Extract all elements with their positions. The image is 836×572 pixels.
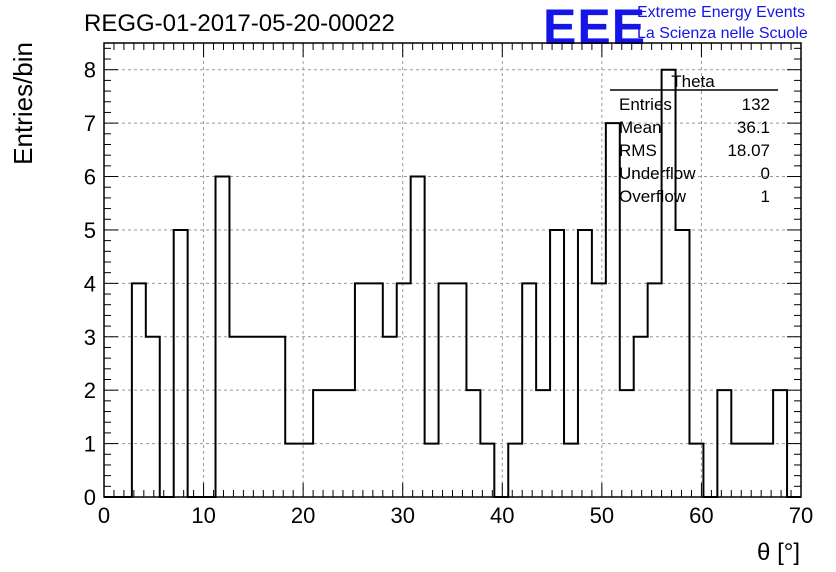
y-tick-label: 5 bbox=[84, 218, 96, 243]
stats-row-value: 36.1 bbox=[737, 118, 770, 137]
stats-row-value: 0 bbox=[761, 164, 770, 183]
x-tick-label: 0 bbox=[98, 503, 110, 528]
stats-row-label: Mean bbox=[619, 118, 662, 137]
y-tick-labels: 0 1 2 3 4 5 6 7 8 bbox=[84, 58, 96, 510]
y-axis-label: Entries/bin bbox=[8, 42, 38, 165]
stats-box: Theta Entries 132 Mean 36.1 RMS 18.07 Underflo… bbox=[610, 72, 778, 206]
x-tick-label: 20 bbox=[291, 503, 315, 528]
histogram-outline bbox=[104, 68, 801, 498]
y-tick-label: 8 bbox=[84, 58, 96, 83]
logo-caption-line2: La Scienza nelle Scuole bbox=[637, 25, 808, 42]
x-tick-label: 60 bbox=[689, 503, 713, 528]
stats-row-value: 18.07 bbox=[727, 141, 770, 160]
stats-box-name: Theta bbox=[671, 72, 715, 91]
histogram-title: REGG-01-2017-05-20-00022 bbox=[84, 10, 395, 37]
y-tick-label: 7 bbox=[84, 111, 96, 136]
axis-ticks bbox=[103, 43, 802, 498]
y-tick-label: 1 bbox=[84, 432, 96, 457]
x-tick-label: 40 bbox=[490, 503, 514, 528]
x-tick-label: 50 bbox=[590, 503, 614, 528]
stats-row-value: 1 bbox=[761, 187, 770, 206]
y-tick-label: 6 bbox=[84, 165, 96, 190]
y-tick-label: 2 bbox=[84, 378, 96, 403]
eee-logo: EEE bbox=[543, 0, 647, 55]
stats-row-label: Underflow bbox=[619, 164, 696, 183]
x-axis-label: θ [°] bbox=[757, 539, 800, 566]
x-tick-label: 70 bbox=[789, 503, 813, 528]
x-tick-labels: 0 10 20 30 40 50 60 70 bbox=[98, 503, 813, 528]
y-tick-label: 3 bbox=[84, 325, 96, 350]
x-tick-label: 10 bbox=[191, 503, 215, 528]
plot-frame bbox=[103, 42, 802, 498]
stats-row-label: RMS bbox=[619, 141, 657, 160]
logo-caption-line1: Extreme Energy Events bbox=[637, 4, 806, 21]
grid-lines bbox=[104, 43, 801, 497]
stats-box-rows: Entries 132 Mean 36.1 RMS 18.07 Underflow 0 Over… bbox=[619, 95, 770, 206]
y-tick-label: 0 bbox=[84, 485, 96, 510]
stats-row-label: Overflow bbox=[619, 187, 687, 206]
x-tick-label: 30 bbox=[390, 503, 414, 528]
stats-row-value: 132 bbox=[742, 95, 770, 114]
stats-row-label: Entries bbox=[619, 95, 672, 114]
y-tick-label: 4 bbox=[84, 271, 96, 296]
